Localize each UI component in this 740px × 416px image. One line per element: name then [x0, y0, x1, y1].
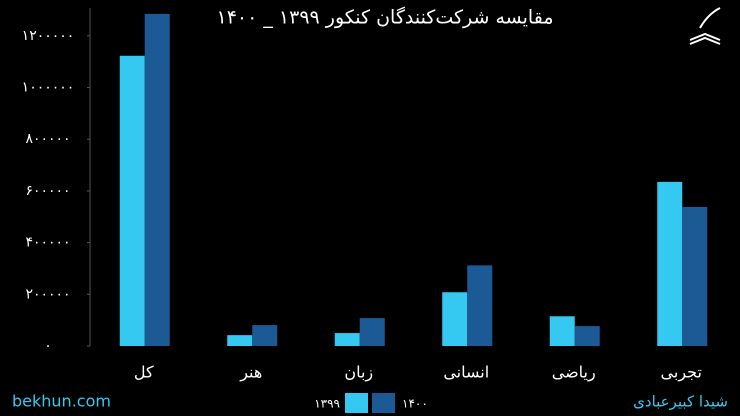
x-tick-label: تجربی: [661, 363, 702, 383]
legend-swatch: [345, 393, 368, 413]
x-tick-label: زبان: [344, 363, 373, 383]
legend-swatch: [372, 393, 395, 413]
y-tick-label: ۶۰۰۰۰۰: [25, 183, 70, 199]
y-tick-label: ۱۰۰۰۰۰۰: [22, 80, 75, 96]
logo: [689, 7, 721, 45]
bar: [334, 333, 360, 346]
author: شیدا کبیرعبادی: [633, 393, 728, 411]
bar: [227, 335, 253, 346]
bar: [467, 265, 493, 346]
y-tick-label: ۰: [44, 338, 52, 354]
bar: [359, 318, 385, 346]
watermark: bekhun.com: [12, 392, 111, 411]
y-tick-label: ۴۰۰۰۰۰: [25, 235, 70, 251]
bar: [574, 326, 600, 346]
bar: [657, 181, 683, 346]
y-tick-label: ۱۲۰۰۰۰۰: [22, 28, 75, 44]
x-tick-label: کل: [134, 363, 154, 382]
chart-title: مقایسه شرکت‌کنندگان کنکور ۱۳۹۹ _ ۱۴۰۰: [216, 6, 553, 29]
y-tick-label: ۸۰۰۰۰۰: [25, 131, 70, 147]
bar: [682, 206, 708, 346]
bar: [144, 13, 170, 346]
bar: [549, 316, 575, 346]
bar: [442, 292, 468, 346]
bar: [119, 55, 145, 347]
y-tick-label: ۲۰۰۰۰۰: [25, 286, 70, 302]
legend-label: ۱۳۹۹: [314, 397, 340, 411]
bar: [252, 325, 278, 346]
x-tick-label: انسانی: [443, 363, 489, 382]
x-tick-label: هنر: [239, 363, 262, 383]
legend-label: ۱۴۰۰: [402, 397, 428, 411]
x-tick-label: ریاضی: [552, 363, 596, 383]
